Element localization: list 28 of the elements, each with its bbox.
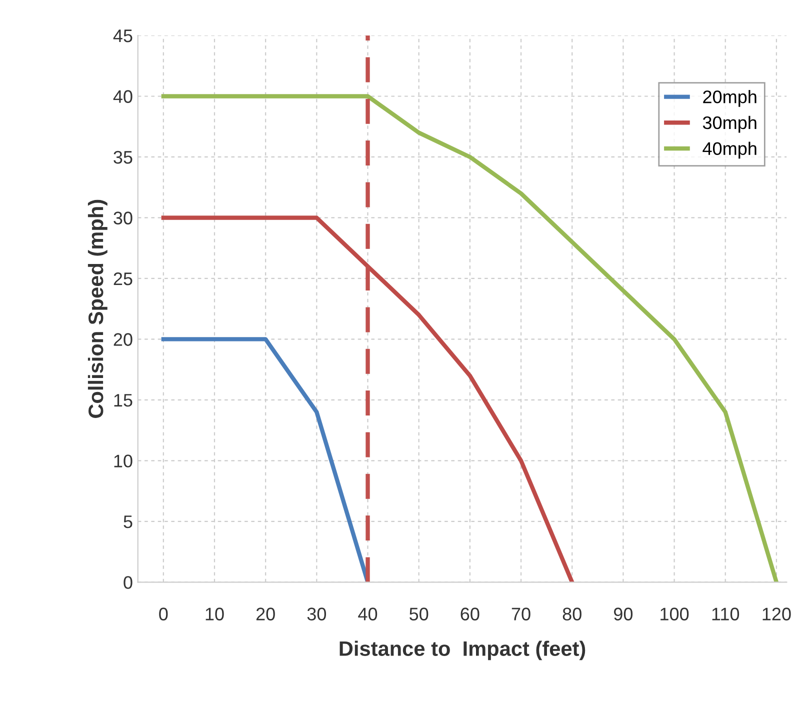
legend-label: 20mph <box>703 90 756 107</box>
y-tick-label: 20 <box>114 333 132 346</box>
y-tick-label: 0 <box>124 576 132 589</box>
x-tick-label: 60 <box>460 608 480 620</box>
y-tick-label: 10 <box>114 454 132 468</box>
y-tick-label: 35 <box>114 150 132 164</box>
legend-label: 30mph <box>702 116 756 133</box>
y-tick-label: 30 <box>114 212 132 224</box>
x-tick-label: 10 <box>206 608 224 620</box>
x-tick-label: 110 <box>712 608 740 620</box>
x-tick-label: 80 <box>562 608 582 620</box>
x-tick-label: 120 <box>762 608 791 620</box>
y-tick-label: 5 <box>124 516 132 528</box>
y-tick-label: 40 <box>113 90 132 103</box>
x-tick-label: 30 <box>307 608 326 620</box>
x-tick-label: 90 <box>614 608 633 620</box>
y-tick-label: 45 <box>113 30 132 42</box>
y-tick-label: 25 <box>114 272 132 286</box>
x-tick-label: 20 <box>256 608 275 620</box>
legend-label: 40mph <box>702 142 756 159</box>
y-axis-title: Collision Speed (mph) <box>88 200 108 418</box>
x-tick-label: 50 <box>410 608 428 620</box>
x-tick-label: 0 <box>159 608 168 620</box>
y-tick-label: 15 <box>114 394 132 407</box>
x-tick-label: 100 <box>660 608 689 620</box>
x-tick-label: 70 <box>512 608 530 620</box>
x-tick-label: 40 <box>358 608 378 620</box>
x-axis-title: Distance to Impact (feet) <box>340 640 586 660</box>
